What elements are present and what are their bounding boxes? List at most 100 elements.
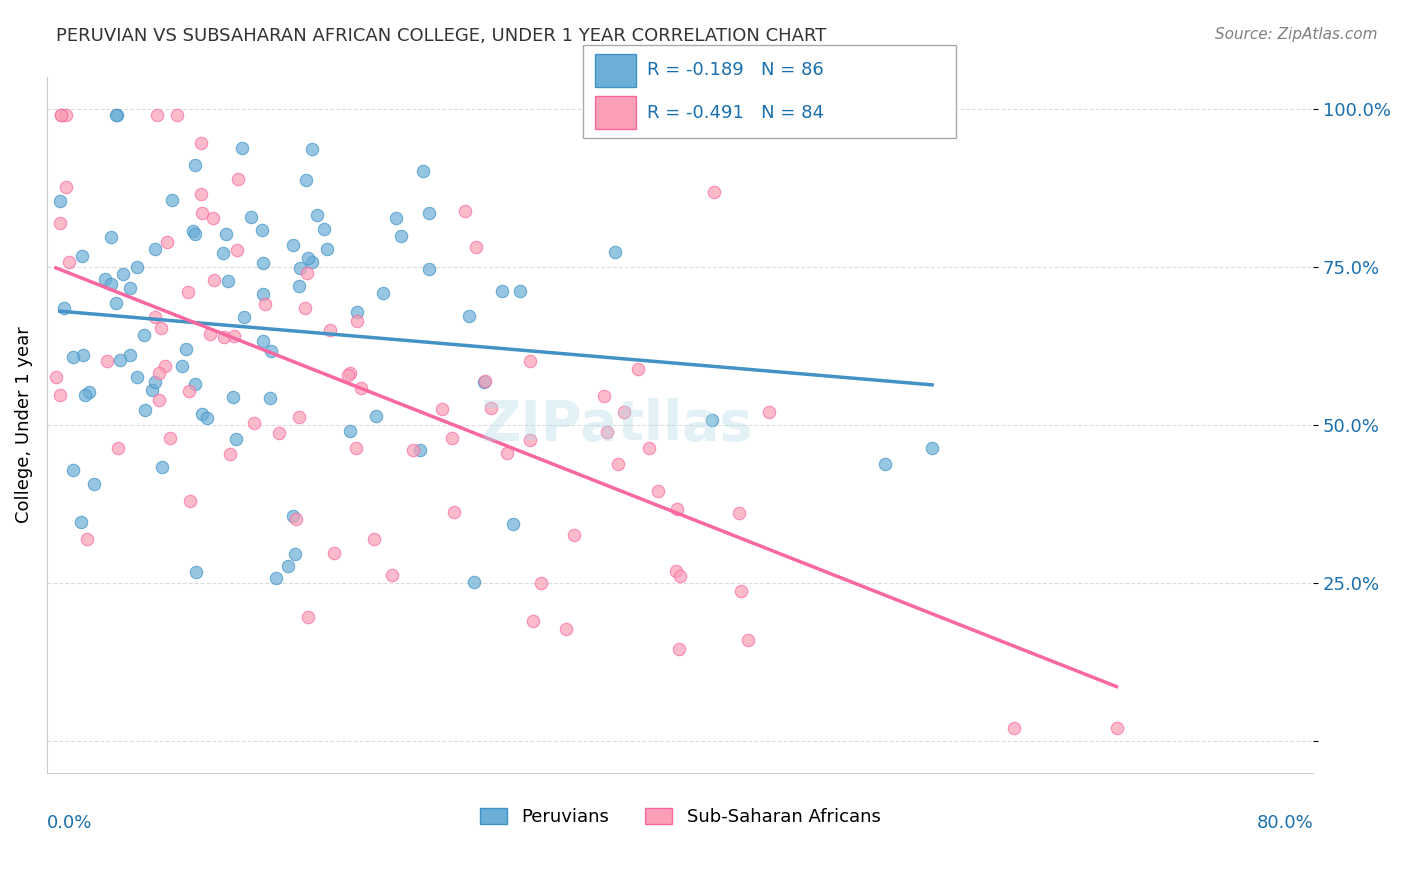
Point (454, 203, 477, 218)
Point (371, 286, 394, 301)
Point (596, 425, 619, 439)
Point (96, 354, 118, 368)
Point (479, 401, 502, 415)
Point (562, 528, 585, 542)
Point (336, 368, 359, 383)
Point (668, 569, 690, 583)
Point (45, 370, 67, 384)
Point (737, 633, 759, 648)
Point (243, 416, 266, 430)
Point (49, 108, 72, 122)
Point (49, 216, 72, 230)
Point (143, 242, 166, 256)
Point (184, 158, 207, 172)
Point (259, 391, 281, 405)
Point (519, 433, 541, 447)
Point (233, 310, 256, 324)
Point (458, 309, 481, 323)
Point (177, 384, 200, 398)
Point (260, 343, 283, 358)
Point (252, 286, 274, 301)
Point (190, 186, 212, 201)
Point (252, 222, 274, 236)
Point (58, 255, 80, 269)
Point (730, 583, 752, 598)
Point (346, 314, 368, 328)
Point (491, 284, 513, 298)
Point (316, 242, 339, 256)
Point (346, 305, 368, 319)
Point (665, 564, 688, 578)
Point (152, 459, 174, 474)
Point (134, 402, 156, 417)
Point (363, 532, 385, 546)
Point (384, 211, 406, 225)
Point (307, 208, 329, 222)
Point (430, 401, 453, 416)
Point (509, 284, 531, 298)
Point (519, 353, 541, 368)
Text: ZIPatllas: ZIPatllas (481, 398, 754, 452)
Point (474, 374, 496, 388)
Point (83, 476, 105, 491)
Point (125, 370, 148, 384)
Point (70, 250, 93, 264)
Point (1105, 722, 1128, 736)
Point (112, 267, 135, 281)
Point (148, 366, 170, 380)
Point (522, 614, 544, 628)
Point (184, 227, 207, 241)
Point (339, 424, 361, 438)
Point (174, 342, 197, 356)
Point (52, 301, 75, 315)
Point (1002, 722, 1025, 736)
Point (593, 388, 616, 402)
Point (264, 571, 287, 585)
Text: 0.0%: 0.0% (46, 814, 93, 832)
Point (120, 348, 142, 362)
Point (364, 409, 387, 423)
Point (226, 172, 249, 186)
Point (295, 266, 318, 280)
Point (143, 375, 166, 389)
Point (873, 457, 896, 471)
Point (728, 506, 751, 520)
Point (153, 359, 176, 373)
Point (440, 431, 463, 445)
Point (195, 411, 218, 425)
Point (222, 391, 245, 405)
Point (285, 512, 308, 526)
Point (269, 426, 291, 441)
Point (76, 533, 98, 547)
Point (191, 206, 214, 220)
Point (418, 261, 440, 276)
Point (921, 441, 943, 455)
Point (218, 447, 240, 461)
Bar (595, 54, 636, 87)
Point (177, 285, 200, 299)
Point (225, 432, 247, 446)
Point (297, 252, 319, 266)
Point (62, 463, 84, 477)
Point (225, 243, 247, 257)
Point (319, 323, 342, 337)
Point (339, 366, 361, 380)
Point (110, 353, 132, 368)
Point (638, 442, 661, 456)
Point (409, 442, 432, 457)
Point (75, 388, 97, 402)
Point (605, 245, 627, 260)
Point (700, 413, 723, 427)
Point (72, 348, 94, 362)
Point (288, 261, 311, 276)
Point (214, 227, 236, 241)
Point (55, 180, 77, 194)
Point (463, 575, 485, 590)
Point (301, 142, 323, 156)
Point (323, 546, 346, 560)
Point (281, 508, 304, 523)
Text: Source: ZipAtlas.com: Source: ZipAtlas.com (1215, 27, 1378, 42)
Point (277, 559, 299, 574)
Point (252, 256, 274, 270)
Point (418, 205, 440, 219)
